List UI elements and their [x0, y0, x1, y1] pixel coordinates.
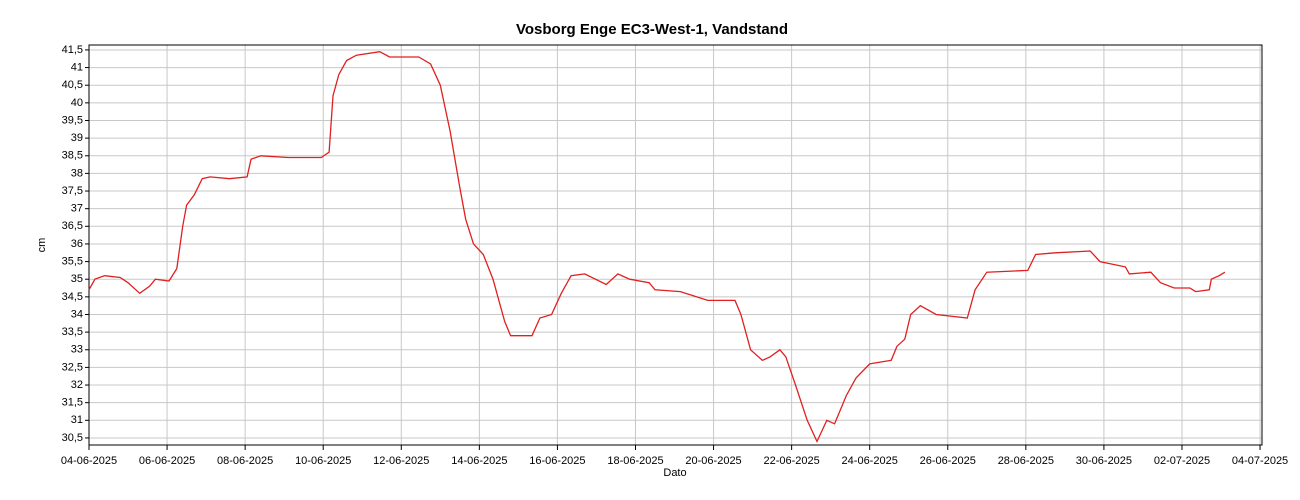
y-tick-label: 41,5 — [62, 44, 83, 56]
y-tick-label: 34,5 — [62, 291, 83, 303]
y-tick-label: 41 — [71, 61, 83, 73]
x-tick-label: 04-06-2025 — [61, 455, 117, 467]
y-tick-label: 38 — [71, 167, 83, 179]
y-tick-label: 30,5 — [62, 432, 83, 444]
x-tick-label: 10-06-2025 — [295, 455, 351, 467]
y-tick-label: 33,5 — [62, 326, 83, 338]
y-tick-label: 34 — [71, 308, 83, 320]
y-tick-label: 31 — [71, 414, 83, 426]
x-tick-label: 28-06-2025 — [998, 455, 1054, 467]
x-axis-label: Dato — [663, 467, 686, 479]
y-tick-label: 38,5 — [62, 150, 83, 162]
x-tick-label: 20-06-2025 — [685, 455, 741, 467]
y-tick-label: 37,5 — [62, 185, 83, 197]
x-tick-label: 12-06-2025 — [373, 455, 429, 467]
y-tick-label: 31,5 — [62, 397, 83, 409]
y-tick-label: 32,5 — [62, 361, 83, 373]
y-tick-label: 40 — [71, 97, 83, 109]
x-tick-label: 22-06-2025 — [763, 455, 819, 467]
x-tick-label: 18-06-2025 — [607, 455, 663, 467]
y-tick-label: 33 — [71, 344, 83, 356]
plot-frame — [88, 44, 1263, 446]
x-tick-label: 24-06-2025 — [842, 455, 898, 467]
x-tick-label: 04-07-2025 — [1232, 455, 1288, 467]
y-tick-label: 39 — [71, 132, 83, 144]
y-tick-label: 35,5 — [62, 255, 83, 267]
y-axis-label: cm — [36, 238, 48, 253]
y-tick-label: 35 — [71, 273, 83, 285]
y-tick-label: 32 — [71, 379, 83, 391]
y-tick-label: 36 — [71, 238, 83, 250]
x-tick-label: 14-06-2025 — [451, 455, 507, 467]
y-tick-label: 36,5 — [62, 220, 83, 232]
data-line — [88, 51, 1226, 444]
x-tick-label: 26-06-2025 — [920, 455, 976, 467]
x-tick-label: 16-06-2025 — [529, 455, 585, 467]
y-tick-label: 37 — [71, 203, 83, 215]
chart-title: Vosborg Enge EC3-West-1, Vandstand — [516, 21, 788, 38]
x-tick-label: 30-06-2025 — [1076, 455, 1132, 467]
x-tick-label: 08-06-2025 — [217, 455, 273, 467]
y-tick-label: 40,5 — [62, 79, 83, 91]
y-tick-label: 39,5 — [62, 114, 83, 126]
x-tick-label: 06-06-2025 — [139, 455, 195, 467]
x-tick-label: 02-07-2025 — [1154, 455, 1210, 467]
